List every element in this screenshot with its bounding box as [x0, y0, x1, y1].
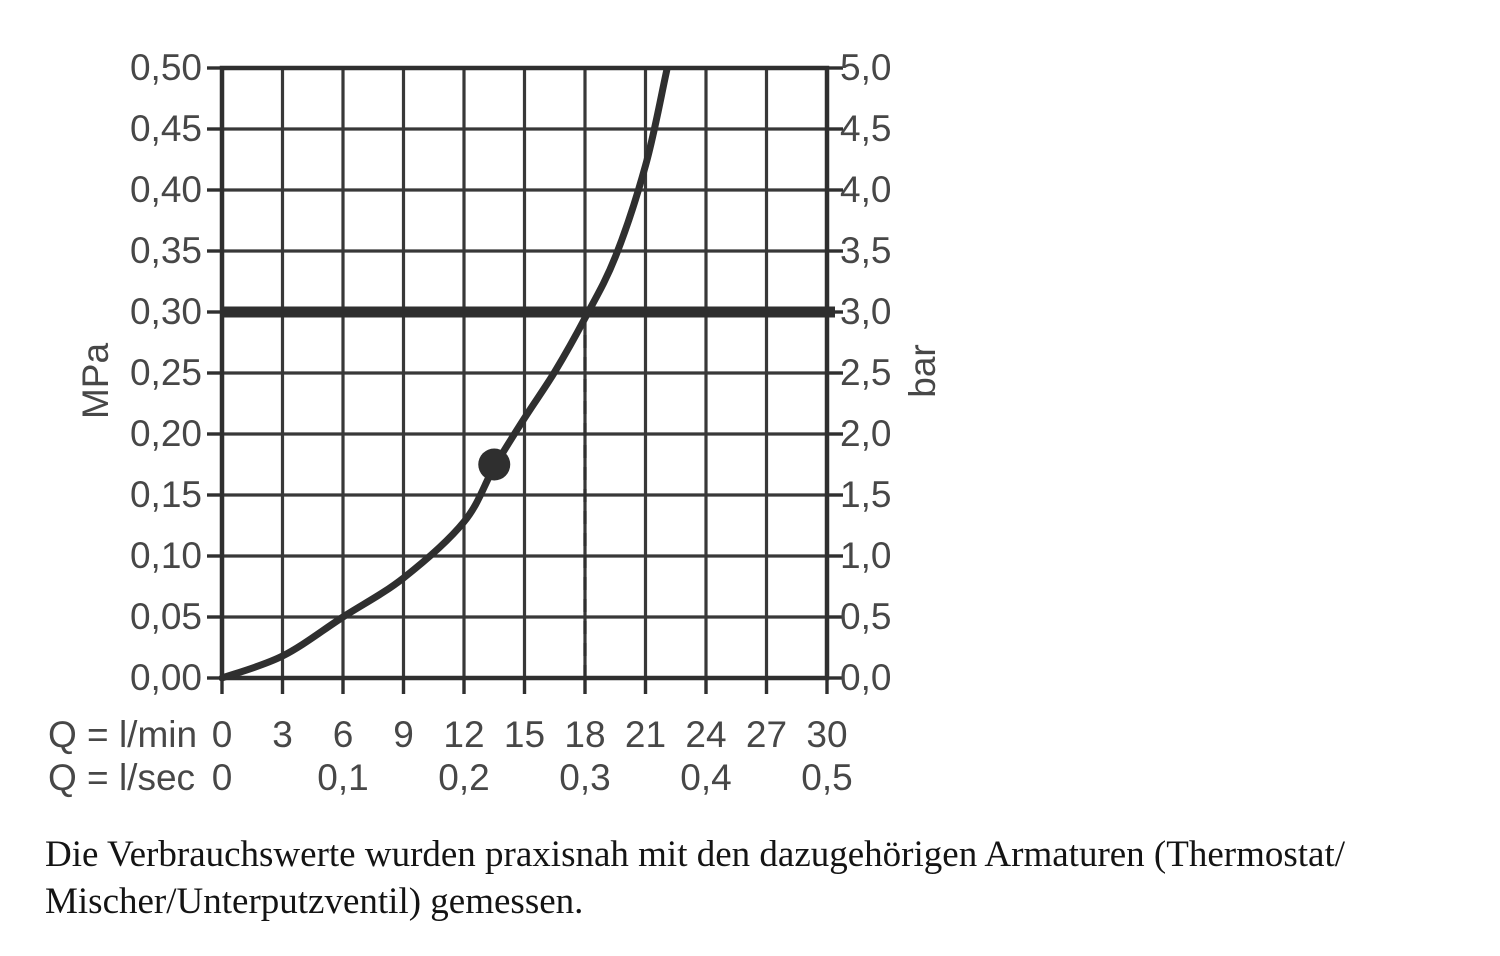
x-lmin-tick-label: 12: [443, 714, 485, 755]
y-left-tick-label: 0,00: [129, 657, 202, 698]
y-left-tick-label: 0,20: [129, 413, 202, 454]
x-lmin-tick-label: 30: [806, 714, 848, 755]
y-right-tick-label: 0,5: [840, 596, 892, 637]
caption: Die Verbrauchswerte wurden praxisnah mit…: [45, 831, 1345, 925]
y-right-tick-label: 3,0: [840, 291, 892, 332]
pressure-flow-curve: [219, 68, 671, 682]
x-axis-lmin-prefix: Q = l/min: [48, 714, 198, 755]
y-right-tick-label: 1,5: [840, 474, 892, 515]
x-lmin-tick-label: 21: [624, 714, 667, 755]
y-left-tick-label: 0,50: [129, 47, 202, 88]
x-lsec-tick-label: 0,1: [317, 757, 369, 798]
x-lmin-tick-label: 27: [745, 714, 788, 755]
x-lsec-tick-label: 0,4: [680, 757, 732, 798]
x-lsec-tick-label: 0: [211, 757, 233, 798]
x-lmin-tick-label: 18: [564, 714, 606, 755]
x-lmin-tick-label: 3: [272, 714, 293, 755]
y-left-tick-label: 0,05: [129, 596, 202, 637]
y-right-tick-label: 4,0: [840, 169, 892, 210]
y-right-tick-label: 3,5: [840, 230, 892, 271]
y-right-tick-label: 1,0: [840, 535, 892, 576]
x-lmin-tick-label: 6: [332, 714, 354, 755]
y-left-tick-label: 0,10: [129, 535, 202, 576]
y-left-tick-label: 0,30: [129, 291, 202, 332]
y-right-tick-label: 2,0: [840, 413, 892, 454]
y-right-tick-label: 5,0: [840, 47, 892, 88]
curve-marker-dot: [478, 448, 511, 481]
y-left-tick-label: 0,45: [129, 108, 202, 149]
y-axis-right-unit-label: bar: [902, 344, 943, 398]
x-lsec-tick-label: 0,5: [801, 757, 853, 798]
plot-border: [219, 65, 830, 681]
x-lsec-tick-label: 0,2: [438, 757, 490, 798]
flow-pressure-chart-canvas: [207, 65, 843, 694]
y-right-tick-label: 4,5: [840, 108, 892, 149]
caption-line-1: Die Verbrauchswerte wurden praxisnah mit…: [45, 834, 1346, 875]
x-lmin-tick-label: 9: [393, 714, 414, 755]
y-left-tick-label: 0,15: [129, 474, 202, 515]
x-lmin-tick-label: 0: [211, 714, 233, 755]
grid-lines: [220, 66, 829, 680]
y-left-tick-label: 0,25: [129, 352, 202, 393]
x-axis-lsec-prefix: Q = l/sec: [48, 757, 196, 798]
y-left-tick-label: 0,35: [129, 230, 202, 271]
x-lmin-tick-label: 24: [685, 714, 727, 755]
caption-line-2: Mischer/Unterputzventil) gemessen.: [45, 881, 584, 922]
axis-ticks: [207, 66, 843, 694]
y-right-tick-label: 2,5: [840, 352, 892, 393]
y-left-tick-label: 0,40: [129, 169, 202, 210]
x-lmin-tick-label: 15: [503, 714, 546, 755]
y-right-tick-label: 0,0: [840, 657, 892, 698]
x-lsec-tick-label: 0,3: [559, 757, 611, 798]
